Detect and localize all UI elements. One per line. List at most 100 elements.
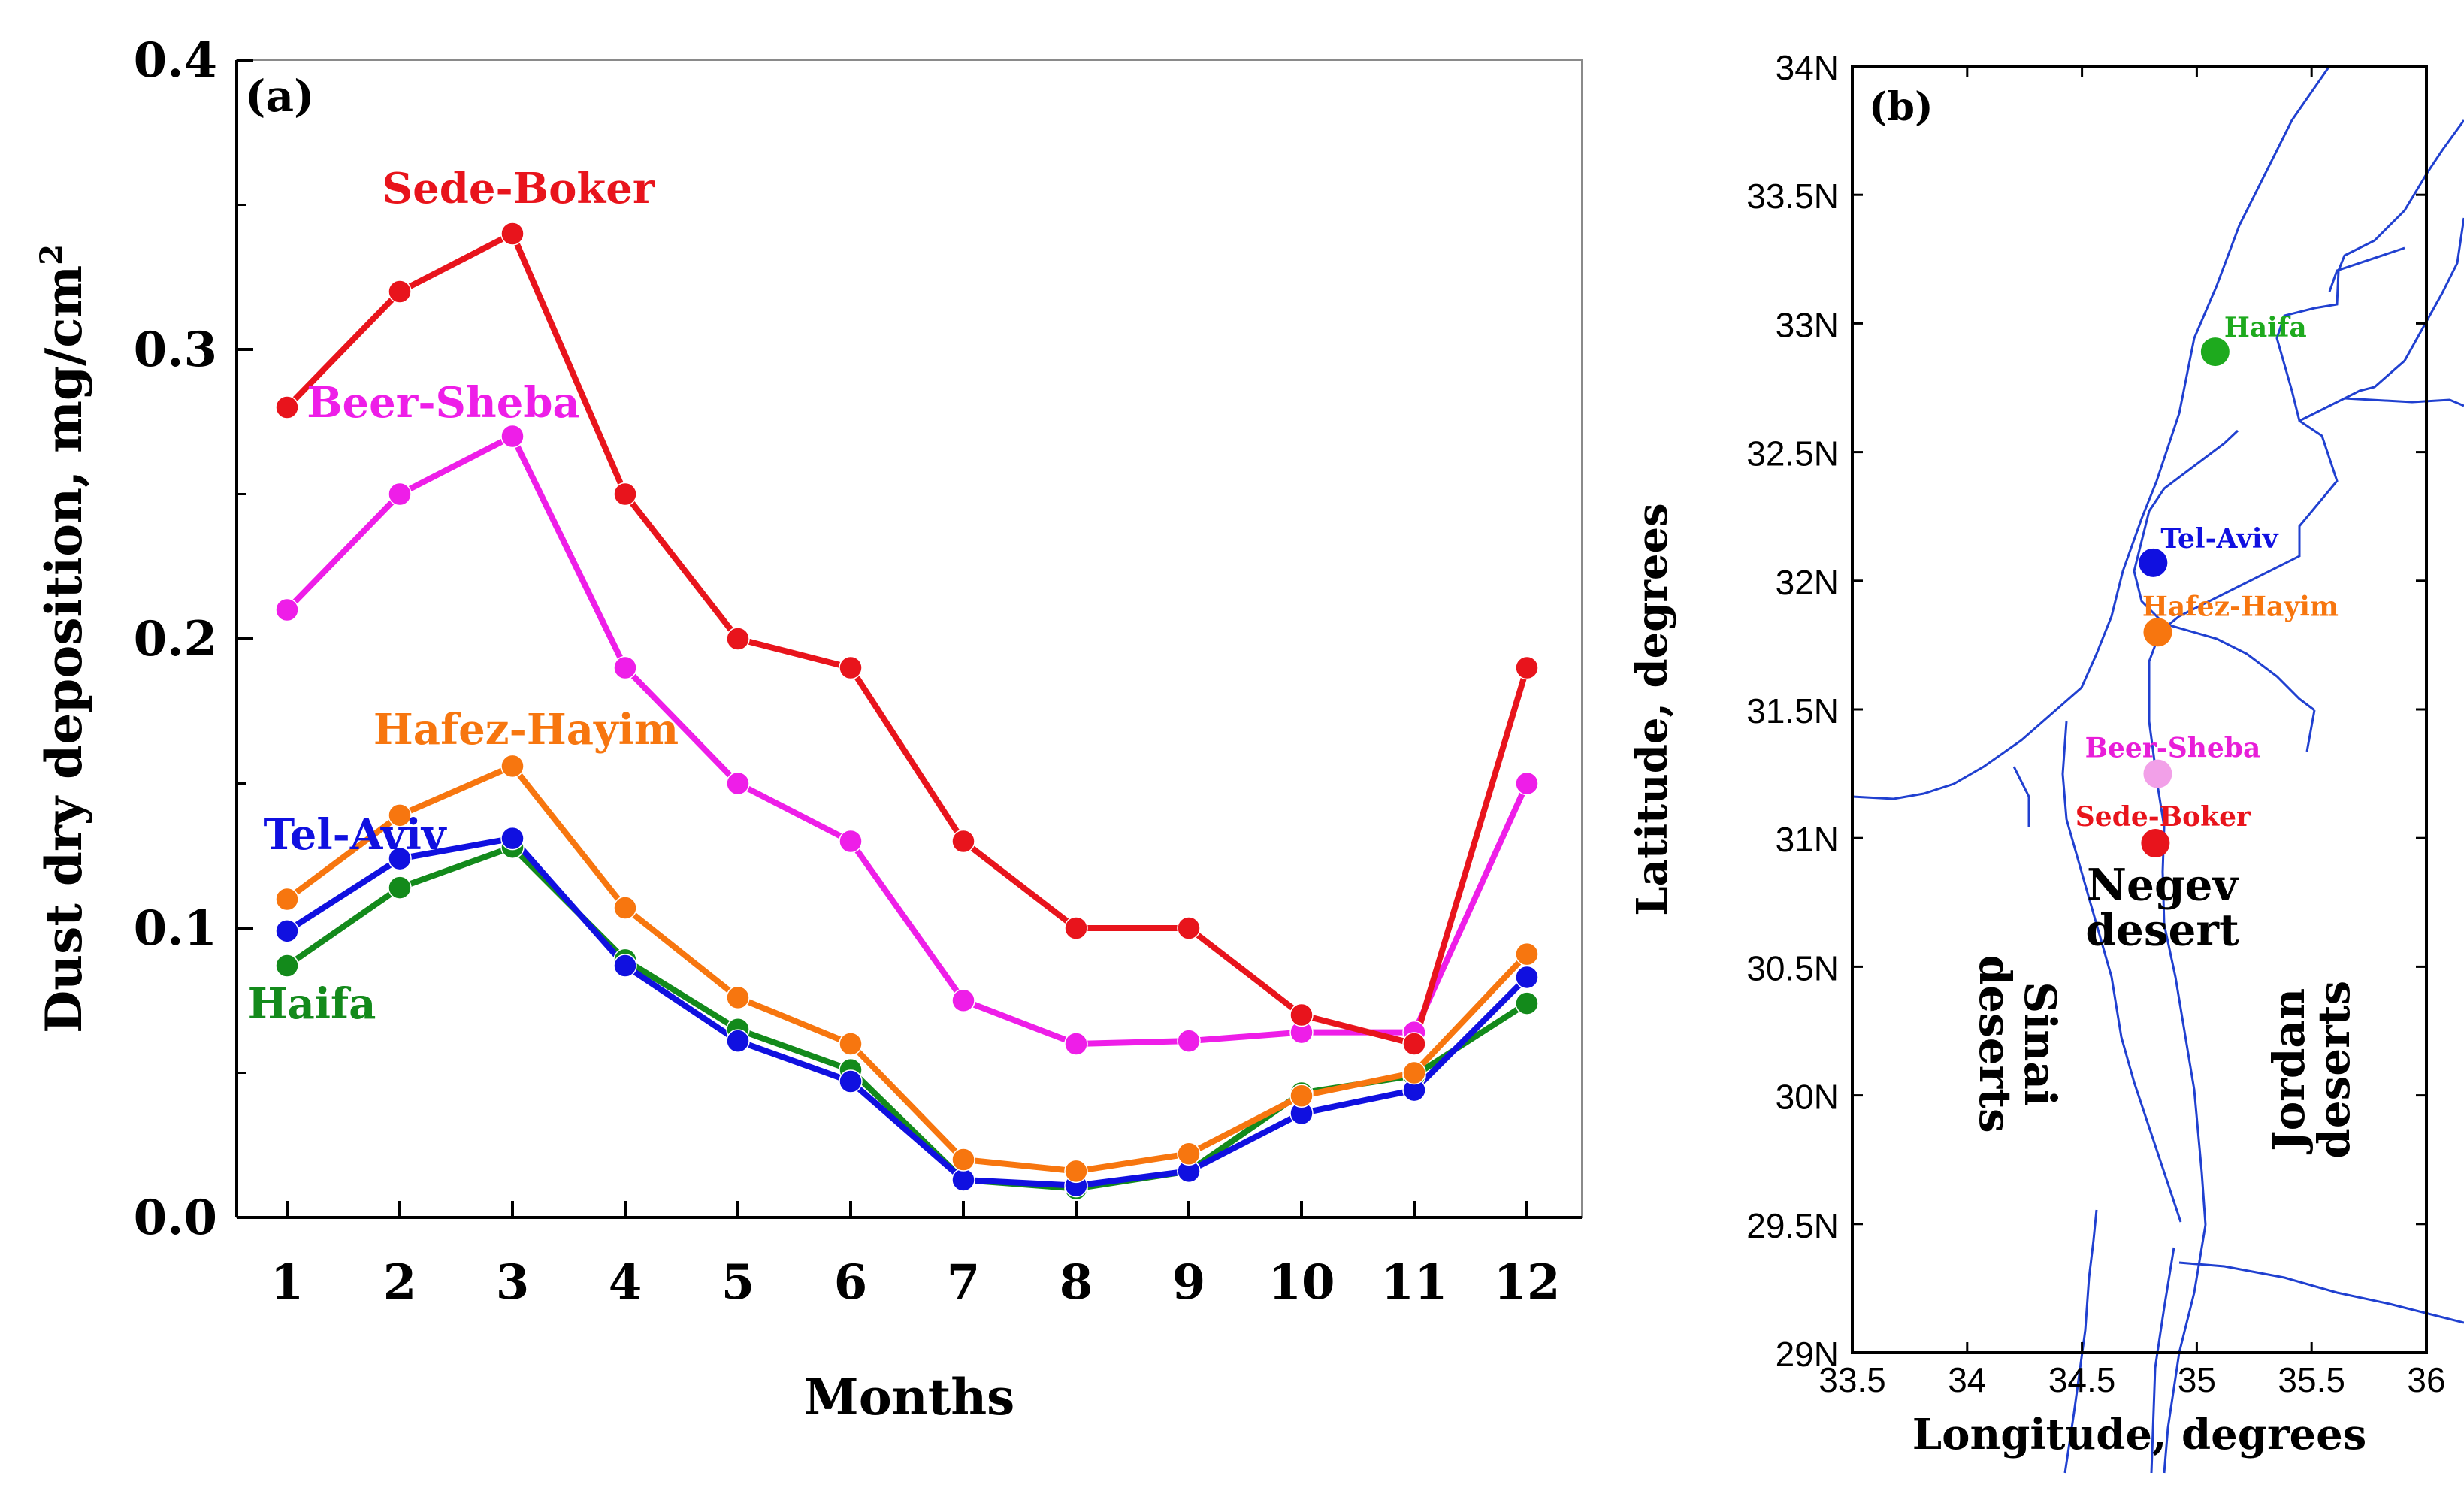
lon-tick-label: 34 [1948,1360,1986,1399]
region-label-line: deserts [1970,955,2021,1133]
y-tick-label: 0.4 [134,32,217,89]
point-beer-sheba-1 [275,597,299,622]
golan-border [2328,246,2405,292]
station-marker-sede-boker [2141,829,2170,858]
lat-tick-label: 32.5N [1746,434,1839,473]
point-tel-aviv-2 [388,846,412,871]
station-label-sede-boker: Sede-Boker [2076,801,2251,833]
point-haifa-12 [1515,991,1539,1015]
point-sede-boker-12 [1515,655,1539,680]
point-haifa-1 [275,954,299,978]
x-tick-label: 7 [947,1254,981,1311]
map-frame [1851,65,2428,1354]
x-tick-label: 10 [1268,1254,1335,1311]
x-tick-label: 6 [834,1254,868,1311]
point-hafez-hayim-4 [613,896,637,920]
point-beer-sheba-7 [951,988,975,1012]
y-tick-label: 0.3 [134,322,217,378]
northern-border [2344,397,2464,407]
point-haifa-2 [388,876,412,900]
map-x-axis-label: Longitude, degrees [1912,1410,2366,1459]
lat-tick-label: 31.5N [1746,691,1839,730]
x-tick-label: 5 [721,1254,755,1311]
x-tick-label: 9 [1172,1254,1206,1311]
panel-a-label: (a) [245,71,314,122]
point-beer-sheba-3 [500,424,525,449]
gaza-border [2012,766,2030,827]
station-marker-tel-aviv [2139,548,2168,577]
west-bank-border [2133,429,2315,712]
point-tel-aviv-1 [275,919,299,943]
x-axis-label: Months [804,1368,1015,1426]
station-marker-haifa [2200,337,2230,367]
lat-tick-label: 31N [1776,820,1839,859]
region-label-line: desert [2085,905,2239,956]
lon-tick-label: 33.5 [1819,1360,1886,1399]
x-tick-label: 8 [1060,1254,1093,1311]
saudi-border [2178,1261,2464,1324]
point-hafez-hayim-3 [500,754,525,779]
point-hafez-hayim-6 [839,1032,863,1056]
point-beer-sheba-8 [1064,1032,1088,1056]
series-label-hafez-hayim: Hafez-Hayim [373,705,679,755]
x-tick-label: 1 [271,1254,304,1311]
jordan-border [2148,566,2278,1226]
station-label-beer-sheba: Beer-Sheba [2085,733,2261,764]
point-tel-aviv-7 [951,1168,975,1192]
point-sede-boker-2 [388,280,412,304]
point-hafez-hayim-11 [1402,1060,1426,1085]
x-tick-label: 11 [1380,1254,1447,1311]
egypt-israel-border [2061,721,2182,1223]
panel-a-line-chart: (a) 0.00.10.20.30.41 2 3 4 5 6 7 8 9 10 11 12 Sede-… [34,32,1583,1426]
region-label-line: Negev [2087,860,2239,911]
station-label-hafez-hayim: Hafez-Hayim [2142,591,2339,622]
point-hafez-hayim-7 [951,1148,975,1172]
point-beer-sheba-9 [1177,1029,1201,1053]
x-tick-label: 3 [496,1254,530,1311]
y-axis-label: Dust dry deposition, mg/cm2 [34,244,93,1033]
lat-tick-label: 32N [1776,563,1839,602]
series-line-haifa [285,844,1529,1192]
y-tick-label: 0.0 [134,1190,217,1246]
point-beer-sheba-2 [388,482,412,507]
point-sede-boker-8 [1064,916,1088,940]
point-sede-boker-11 [1402,1032,1426,1056]
chart-a-frame [236,59,1583,1218]
point-beer-sheba-5 [726,771,750,796]
series-line-hafez-hayim [285,763,1529,1175]
point-sede-boker-9 [1177,916,1201,940]
point-sede-boker-1 [275,395,299,419]
point-hafez-hayim-2 [388,803,412,827]
point-beer-sheba-6 [839,829,863,854]
series-line-sede-boker [285,231,1530,1047]
point-tel-aviv-4 [613,954,637,978]
series-label-tel-aviv: Tel-Aviv [264,810,447,860]
region-label-line: Jordan [2263,988,2314,1155]
station-label-tel-aviv: Tel-Aviv [2160,523,2278,555]
syria-border [2299,217,2464,422]
station-marker-beer-sheba [2143,759,2172,788]
point-hafez-hayim-8 [1064,1159,1088,1184]
x-tick-label: 4 [609,1254,642,1311]
series-label-haifa: Haifa [248,979,376,1029]
point-hafez-hayim-10 [1289,1084,1314,1108]
point-sede-boker-7 [951,829,975,854]
point-beer-sheba-12 [1515,771,1539,796]
y-axis-label-text: Dust dry deposition, mg/cm [35,265,93,1033]
lat-tick-label: 33.5N [1746,177,1839,216]
series-line-beer-sheba [285,433,1530,1047]
lon-tick-label: 35.5 [2278,1360,2345,1399]
point-tel-aviv-5 [726,1029,750,1053]
point-hafez-hayim-12 [1515,942,1539,966]
dead-sea [2305,709,2316,752]
lon-tick-label: 35 [2178,1360,2216,1399]
point-sede-boker-3 [500,222,525,246]
map-y-axis-label: Latitude, degrees [1628,503,1677,915]
gulf-coast-west [2150,1247,2175,1474]
point-hafez-hayim-1 [275,887,299,912]
station-marker-hafez-hayim [2143,618,2172,647]
point-tel-aviv-12 [1515,965,1539,990]
